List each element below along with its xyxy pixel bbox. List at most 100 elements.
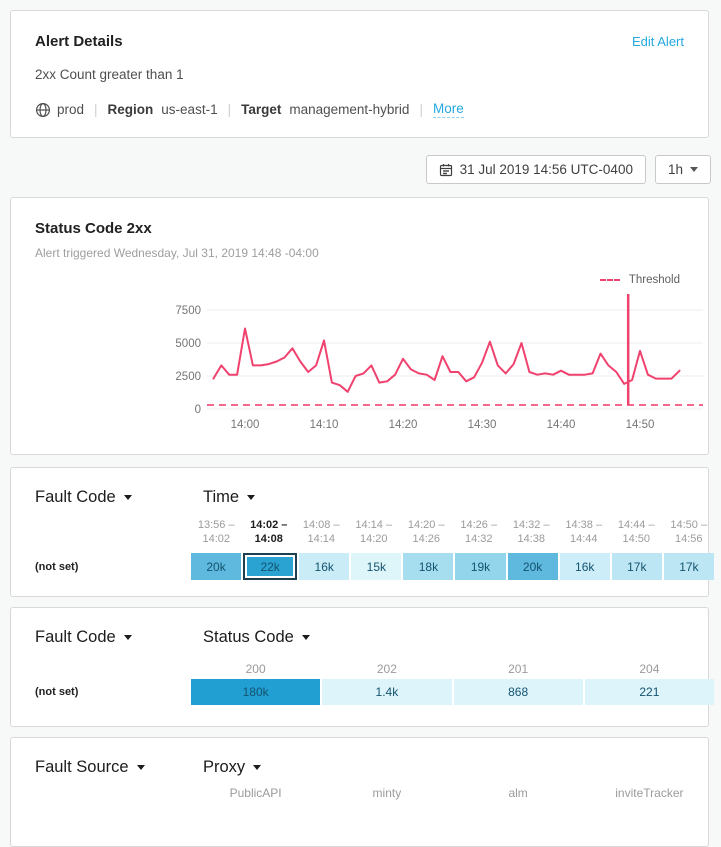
time-col-header: 14:38 – 14:44 xyxy=(559,518,610,546)
time-dropdown-label: Time xyxy=(203,488,240,506)
fault-source-dropdown-label: Fault Source xyxy=(35,758,129,776)
chevron-down-icon xyxy=(123,495,132,500)
time-range-start: 13:56 – xyxy=(197,519,235,531)
duration-value: 1h xyxy=(667,162,683,177)
fault-source-dropdown[interactable]: Fault Source xyxy=(35,758,145,777)
divider: | xyxy=(94,102,98,117)
proxy-header-row: PublicAPI minty alm inviteTracker xyxy=(191,786,714,800)
time-col-header: 14:50 – 14:56 xyxy=(664,518,715,546)
heatmap-cell[interactable]: 20k xyxy=(507,553,558,580)
more-link[interactable]: More xyxy=(432,101,464,118)
time-range-start: 14:50 – xyxy=(670,519,708,531)
svg-text:14:50: 14:50 xyxy=(626,419,655,431)
time-range-start: 14:20 – xyxy=(407,519,445,531)
chevron-down-icon xyxy=(136,765,145,770)
heatmap-cell[interactable]: 15k xyxy=(351,553,402,580)
heatmap-cell[interactable]: 221 xyxy=(584,679,714,705)
alert-details-card: Alert Details Edit Alert 2xx Count great… xyxy=(10,10,709,138)
time-col-header: 14:32 – 14:38 xyxy=(506,518,557,546)
time-range-start: 14:38 – xyxy=(565,519,603,531)
time-col-header: 14:26 – 14:32 xyxy=(454,518,505,546)
proxy-dropdown[interactable]: Proxy xyxy=(203,758,262,777)
fault-source-proxy-card: Fault Source Proxy PublicAPI minty alm i… xyxy=(10,737,709,847)
legend-label: Threshold xyxy=(628,274,680,286)
status-code-dropdown[interactable]: Status Code xyxy=(203,628,310,647)
heatmap-cell[interactable]: 18k xyxy=(403,553,454,580)
heatmap-row: 20k 22k 16k 15k 18k 19k 20k 16k 17k 17k xyxy=(191,553,714,580)
svg-text:5000: 5000 xyxy=(175,338,201,350)
time-range-start: 14:02 – xyxy=(250,519,288,531)
time-range-start: 14:08 – xyxy=(302,519,340,531)
heatmap-cell[interactable]: 868 xyxy=(453,679,583,705)
target-item: Target management-hybrid xyxy=(241,102,409,117)
edit-alert-link[interactable]: Edit Alert xyxy=(631,34,684,49)
proxy-col-header: alm xyxy=(508,786,528,800)
chevron-down-icon xyxy=(301,635,310,640)
time-range-start: 14:32 – xyxy=(512,519,550,531)
threshold-dash-icon xyxy=(599,279,620,281)
line-chart: 7500 5000 2500 0 14:00 14:10 14:20 14:30 14:40 14… xyxy=(175,294,703,431)
alert-triggered-subtitle: Alert triggered Wednesday, Jul 31, 2019 … xyxy=(35,246,319,260)
proxy-col-header: PublicAPI xyxy=(229,786,282,800)
fault-code-dropdown-label: Fault Code xyxy=(35,628,116,646)
time-range-end: 14:56 xyxy=(674,533,703,545)
time-col-header: 14:20 – 14:26 xyxy=(401,518,452,546)
svg-text:14:20: 14:20 xyxy=(389,419,418,431)
heatmap-cell[interactable]: 20k xyxy=(191,553,242,580)
time-dropdown[interactable]: Time xyxy=(203,488,256,507)
row-label-not-set: (not set) xyxy=(35,686,79,698)
chevron-down-icon xyxy=(253,765,262,770)
time-col-header: 14:02 – 14:08 xyxy=(244,518,295,546)
row-label-not-set: (not set) xyxy=(35,561,79,573)
heatmap-cell[interactable]: 22k xyxy=(243,553,298,580)
datetime-picker-button[interactable]: 31 Jul 2019 14:56 UTC-0400 xyxy=(425,155,646,184)
chevron-down-icon xyxy=(690,167,698,172)
datetime-value: 31 Jul 2019 14:56 UTC-0400 xyxy=(459,162,633,177)
alert-condition: 2xx Count greater than 1 xyxy=(35,67,184,82)
alert-details-header: Alert Details Edit Alert xyxy=(11,11,708,50)
duration-dropdown[interactable]: 1h xyxy=(654,155,711,184)
page-title: Alert Details xyxy=(35,33,123,50)
heatmap-cell[interactable]: 180k xyxy=(191,679,321,705)
fault-code-dropdown[interactable]: Fault Code xyxy=(35,628,132,647)
svg-text:14:00: 14:00 xyxy=(231,419,260,431)
chevron-down-icon xyxy=(247,495,256,500)
chevron-down-icon xyxy=(123,635,132,640)
heatmap-cell[interactable]: 1.4k xyxy=(322,679,452,705)
fault-code-dropdown-label: Fault Code xyxy=(35,488,116,506)
chart-title: Status Code 2xx xyxy=(35,220,152,237)
chart-legend: Threshold xyxy=(599,274,680,286)
alert-meta-row: prod | Region us-east-1 | Target managem… xyxy=(11,82,708,118)
time-col-header: 14:14 – 14:20 xyxy=(349,518,400,546)
time-range-end: 14:08 xyxy=(254,533,283,545)
fault-code-dropdown[interactable]: Fault Code xyxy=(35,488,132,507)
time-range-end: 14:50 xyxy=(622,533,651,545)
status-code-chart-card: Status Code 2xx Alert triggered Wednesda… xyxy=(10,197,709,455)
heatmap-cell[interactable]: 16k xyxy=(559,553,610,580)
region-value: us-east-1 xyxy=(161,102,218,117)
heatmap-cell[interactable]: 16k xyxy=(299,553,350,580)
status-col-header: 204 xyxy=(639,662,660,676)
status-col-header: 200 xyxy=(245,662,266,676)
time-col-header: 14:44 – 14:50 xyxy=(611,518,662,546)
time-range-end: 14:20 xyxy=(359,533,388,545)
status-code-dropdown-label: Status Code xyxy=(203,628,294,646)
time-range-end: 14:14 xyxy=(307,533,336,545)
time-controls: 31 Jul 2019 14:56 UTC-0400 1h xyxy=(425,155,711,184)
status-col-header: 202 xyxy=(376,662,397,676)
proxy-col-header: inviteTracker xyxy=(615,786,684,800)
calendar-icon xyxy=(439,163,453,177)
target-value: management-hybrid xyxy=(289,102,410,117)
time-header-row: 13:56 – 14:02 14:02 – 14:08 14:08 – 14:14 1… xyxy=(191,518,714,546)
fault-code-status-card: Fault Code Status Code 200 202 201 204 (… xyxy=(10,607,714,727)
svg-text:2500: 2500 xyxy=(175,371,201,383)
heatmap-cell[interactable]: 17k xyxy=(663,553,714,580)
time-range-end: 14:32 xyxy=(464,533,493,545)
heatmap-cell[interactable]: 17k xyxy=(611,553,662,580)
heatmap-cell[interactable]: 19k xyxy=(455,553,506,580)
time-range-end: 14:26 xyxy=(412,533,441,545)
status-code-header-row: 200 202 201 204 xyxy=(191,662,714,676)
region-item: Region us-east-1 xyxy=(108,102,218,117)
svg-text:14:10: 14:10 xyxy=(310,419,339,431)
svg-text:7500: 7500 xyxy=(175,305,201,317)
